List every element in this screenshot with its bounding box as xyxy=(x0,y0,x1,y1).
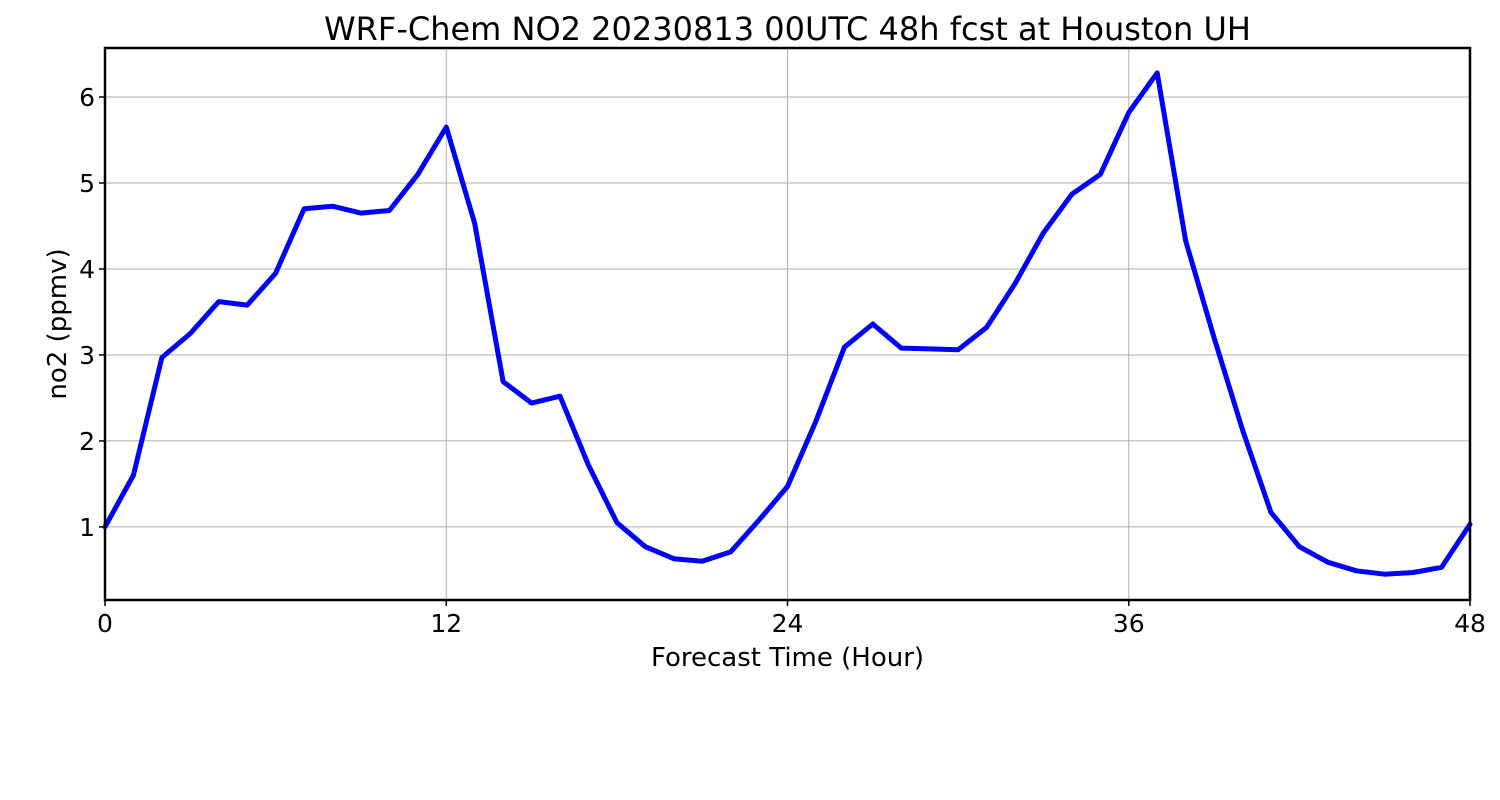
x-tick-label: 24 xyxy=(772,609,804,638)
x-tick-label: 48 xyxy=(1454,609,1486,638)
y-tick-label: 1 xyxy=(79,513,95,542)
series-line xyxy=(102,70,1473,577)
y-tick-label: 4 xyxy=(79,255,95,284)
y-tick-label: 6 xyxy=(79,83,95,112)
y-tick-label: 3 xyxy=(79,341,95,370)
y-axis-label: no2 (ppmv) xyxy=(43,248,73,399)
grid-layer xyxy=(104,48,1471,600)
x-tick-label: 36 xyxy=(1113,609,1145,638)
x-axis-label: Forecast Time (Hour) xyxy=(651,643,924,673)
y-tick-label: 5 xyxy=(79,169,95,198)
x-tick-label: 12 xyxy=(430,609,462,638)
chart-title: WRF-Chem NO2 20230813 00UTC 48h fcst at … xyxy=(324,10,1251,48)
series-layer xyxy=(102,70,1473,577)
x-tick-label: 0 xyxy=(97,609,113,638)
y-tick-label: 2 xyxy=(79,427,95,456)
